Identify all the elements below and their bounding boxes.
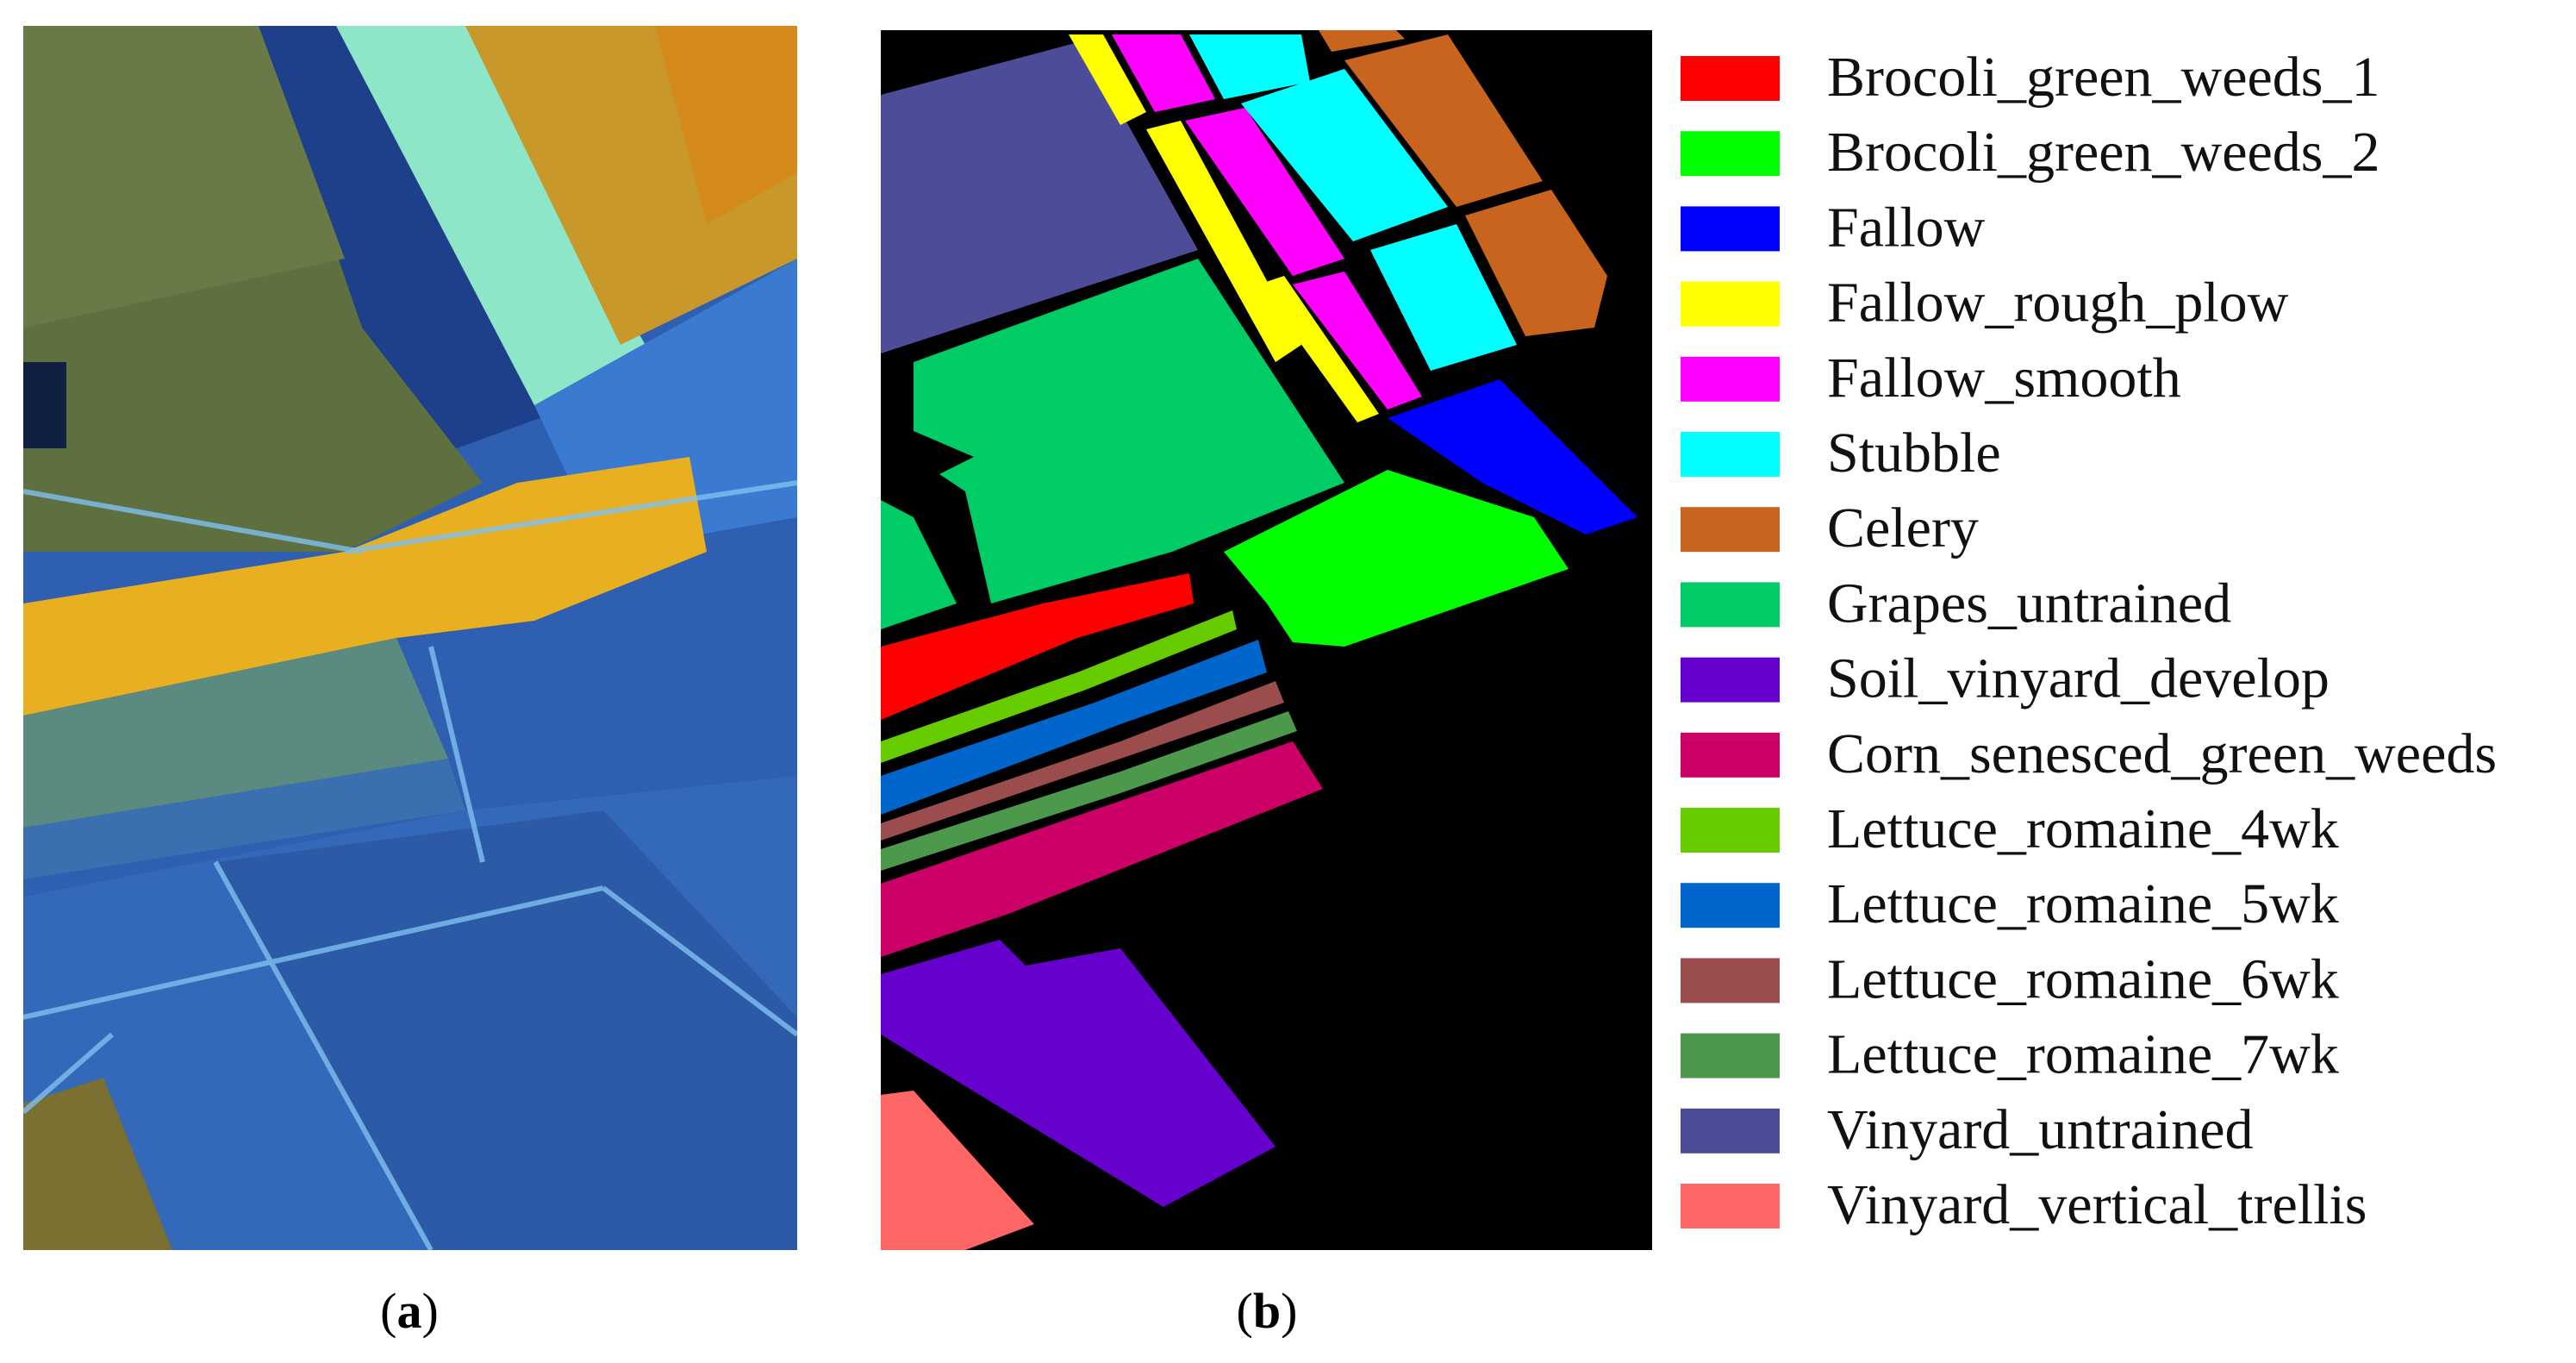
legend-label: Soil_vinyard_develop (1827, 647, 2330, 710)
legend-label: Corn_senesced_green_weeds (1827, 722, 2497, 785)
legend-label: Brocoli_green_weeds_2 (1827, 121, 2380, 184)
legend-swatch (1681, 131, 1780, 177)
legend-label: Fallow_smooth (1827, 347, 2181, 410)
legend-label: Vinyard_vertical_trellis (1827, 1173, 2367, 1236)
legend-label: Lettuce_romaine_4wk (1827, 797, 2339, 860)
legend-item: Lettuce_romaine_5wk (1681, 872, 2339, 935)
legend-swatch (1681, 432, 1780, 477)
region-lettuce-romaine-4wk (881, 610, 1237, 763)
legend-swatch (1681, 958, 1780, 1003)
legend: Brocoli_green_weeds_1 Brocoli_green_weeds… (1681, 46, 2497, 1236)
false-color-image (23, 26, 797, 1250)
legend-label: Celery (1827, 497, 1979, 560)
legend-label: Grapes_untrained (1827, 572, 2231, 635)
legend-item: Soil_vinyard_develop (1681, 647, 2330, 710)
legend-item: Brocoli_green_weeds_1 (1681, 46, 2380, 109)
legend-label: Vinyard_untrained (1827, 1098, 2254, 1161)
legend-swatch (1681, 1184, 1780, 1229)
region-brocoli-green-weeds-2 (1224, 470, 1569, 647)
region-corn-senesced-green-weeds (881, 741, 1323, 957)
legend-label: Lettuce_romaine_6wk (1827, 947, 2339, 1010)
legend-item: Fallow (1681, 196, 1986, 259)
legend-item: Fallow_smooth (1681, 347, 2181, 410)
legend-swatch (1681, 732, 1780, 778)
region-fallow-rough-plow (1069, 34, 1146, 125)
region-soil-vinyard-develop (881, 940, 1276, 1207)
legend-item: Stubble (1681, 422, 2001, 485)
legend-swatch (1681, 1033, 1780, 1079)
legend-label: Brocoli_green_weeds_1 (1827, 46, 2380, 109)
region-fallow-smooth (1112, 34, 1215, 112)
region-lettuce-romaine-5wk (881, 640, 1267, 815)
legend-label: Fallow (1827, 196, 1986, 259)
region-lettuce-romaine-7wk (881, 711, 1297, 871)
legend-item: Lettuce_romaine_6wk (1681, 947, 2339, 1010)
legend-swatch (1681, 657, 1780, 703)
legend-item: Lettuce_romaine_4wk (1681, 797, 2339, 860)
ground-truth-map (881, 30, 1652, 1250)
panel-label-b: (b) (1237, 1283, 1298, 1339)
region-vinyard-vertical-trellis (881, 1091, 1034, 1250)
region-brocoli-green-weeds-1 (881, 573, 1194, 720)
legend-swatch (1681, 582, 1780, 628)
legend-item: Lettuce_romaine_7wk (1681, 1023, 2339, 1086)
legend-item: Vinyard_untrained (1681, 1098, 2254, 1161)
legend-swatch (1681, 281, 1780, 327)
legend-item: Grapes_untrained (1681, 572, 2231, 635)
region-fallow (1388, 379, 1637, 535)
legend-swatch (1681, 808, 1780, 853)
legend-label: Lettuce_romaine_5wk (1827, 872, 2339, 935)
legend-item: Celery (1681, 497, 1979, 560)
region-celery (1319, 30, 1405, 52)
legend-swatch (1681, 1108, 1780, 1154)
legend-swatch (1681, 206, 1780, 252)
legend-item: Brocoli_green_weeds_2 (1681, 121, 2380, 184)
legend-item: Vinyard_vertical_trellis (1681, 1173, 2367, 1236)
legend-swatch (1681, 507, 1780, 553)
region-grapes-untrained (914, 259, 1344, 603)
legend-item: Corn_senesced_green_weeds (1681, 722, 2497, 785)
legend-label: Stubble (1827, 422, 2001, 485)
legend-swatch (1681, 883, 1780, 928)
legend-swatch (1681, 56, 1780, 101)
panel-label-a: (a) (380, 1283, 439, 1339)
region-lettuce-romaine-6wk (881, 681, 1284, 841)
legend-swatch (1681, 356, 1780, 402)
legend-label: Fallow_rough_plow (1827, 272, 2289, 334)
legend-label: Lettuce_romaine_7wk (1827, 1023, 2339, 1086)
region-stubble (1189, 34, 1310, 99)
legend-item: Fallow_rough_plow (1681, 272, 2289, 334)
